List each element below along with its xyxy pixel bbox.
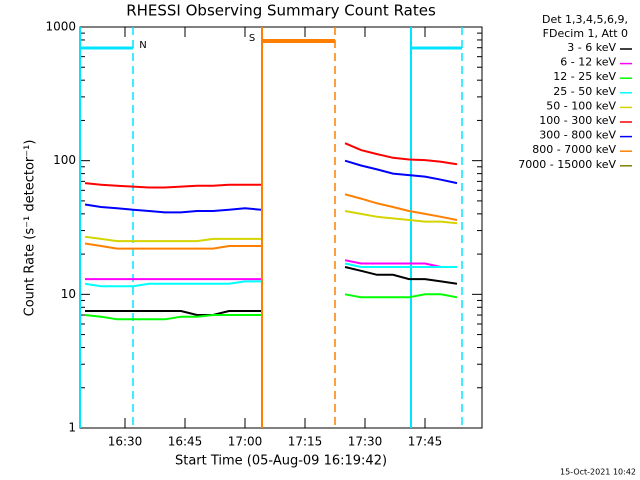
series-line xyxy=(344,266,458,285)
y-tick-label: 1000 xyxy=(45,20,76,34)
legend-label: 3 - 6 keV xyxy=(567,41,616,54)
x-tick-label: 17:15 xyxy=(288,435,323,449)
series-line xyxy=(84,280,261,288)
plot-frame xyxy=(79,26,483,429)
y-tick-label: 1 xyxy=(68,421,76,435)
series-line xyxy=(344,142,458,166)
legend-label: 12 - 25 keV xyxy=(553,70,616,83)
series-line xyxy=(84,242,261,250)
series-line xyxy=(84,203,262,214)
legend-label: 100 - 300 keV xyxy=(539,114,616,127)
footer: 15-Oct-2021 10:42 xyxy=(560,468,636,477)
x-tick-label: 16:45 xyxy=(168,435,203,449)
legend-header: FDecim 1, Att 0 xyxy=(543,27,628,40)
legend-label: 25 - 50 keV xyxy=(553,85,616,98)
legend-label: 800 - 7000 keV xyxy=(532,143,616,156)
y-tick-label: 100 xyxy=(53,153,76,167)
series-line xyxy=(344,259,457,268)
legend-header: Det 1,3,4,5,6,9, xyxy=(542,13,628,26)
x-tick-label: 17:00 xyxy=(228,435,263,449)
interval-label: S xyxy=(249,33,255,44)
series-line xyxy=(84,182,261,189)
interval-label: N xyxy=(139,40,146,51)
legend-label: 7000 - 15000 keV xyxy=(518,158,616,171)
y-axis-label: Count Rate (s⁻¹ detector⁻¹) xyxy=(23,140,38,317)
series-line xyxy=(344,193,458,221)
series-line xyxy=(344,210,458,225)
legend-label: 50 - 100 keV xyxy=(546,99,616,112)
series-line xyxy=(344,159,458,185)
y-tick-label: 10 xyxy=(61,287,76,301)
legend-label: 6 - 12 keV xyxy=(560,56,616,69)
x-tick-label: 17:30 xyxy=(348,435,383,449)
series-line xyxy=(84,314,261,321)
legend-label: 300 - 800 keV xyxy=(539,129,616,142)
series-line xyxy=(344,293,458,299)
series-line xyxy=(344,262,457,268)
x-tick-label: 16:30 xyxy=(108,435,143,449)
series-line xyxy=(85,310,261,316)
x-tick-label: 17:45 xyxy=(408,435,443,449)
series-line xyxy=(84,235,261,243)
chart-title: RHESSI Observing Summary Count Rates xyxy=(126,2,436,20)
x-axis-label: Start Time (05-Aug-09 16:19:42) xyxy=(175,454,387,469)
